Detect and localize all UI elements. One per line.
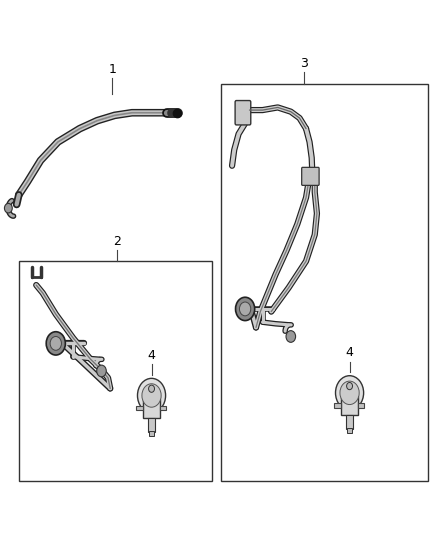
- Bar: [149, 431, 154, 436]
- Circle shape: [346, 383, 353, 390]
- Circle shape: [286, 330, 296, 342]
- Circle shape: [142, 384, 161, 407]
- Text: 4: 4: [148, 349, 155, 361]
- Bar: [221, 84, 428, 481]
- Circle shape: [340, 381, 359, 405]
- Bar: [148, 418, 155, 432]
- FancyBboxPatch shape: [334, 403, 342, 408]
- FancyBboxPatch shape: [358, 403, 364, 408]
- FancyBboxPatch shape: [342, 397, 358, 415]
- Bar: [19, 261, 212, 481]
- Circle shape: [138, 378, 166, 413]
- Circle shape: [236, 297, 254, 320]
- Circle shape: [4, 204, 12, 213]
- Circle shape: [240, 302, 251, 316]
- FancyBboxPatch shape: [235, 101, 251, 125]
- FancyBboxPatch shape: [160, 406, 166, 410]
- FancyBboxPatch shape: [136, 406, 143, 410]
- Text: 4: 4: [346, 346, 353, 359]
- Bar: [347, 428, 352, 433]
- Bar: [346, 415, 353, 429]
- Text: 1: 1: [109, 62, 117, 76]
- FancyBboxPatch shape: [143, 399, 160, 418]
- Text: 3: 3: [300, 58, 308, 70]
- Circle shape: [50, 336, 61, 350]
- Circle shape: [46, 332, 65, 355]
- Text: 2: 2: [113, 235, 120, 248]
- Circle shape: [148, 385, 155, 392]
- FancyBboxPatch shape: [302, 167, 319, 185]
- Circle shape: [336, 376, 364, 410]
- Circle shape: [97, 365, 106, 377]
